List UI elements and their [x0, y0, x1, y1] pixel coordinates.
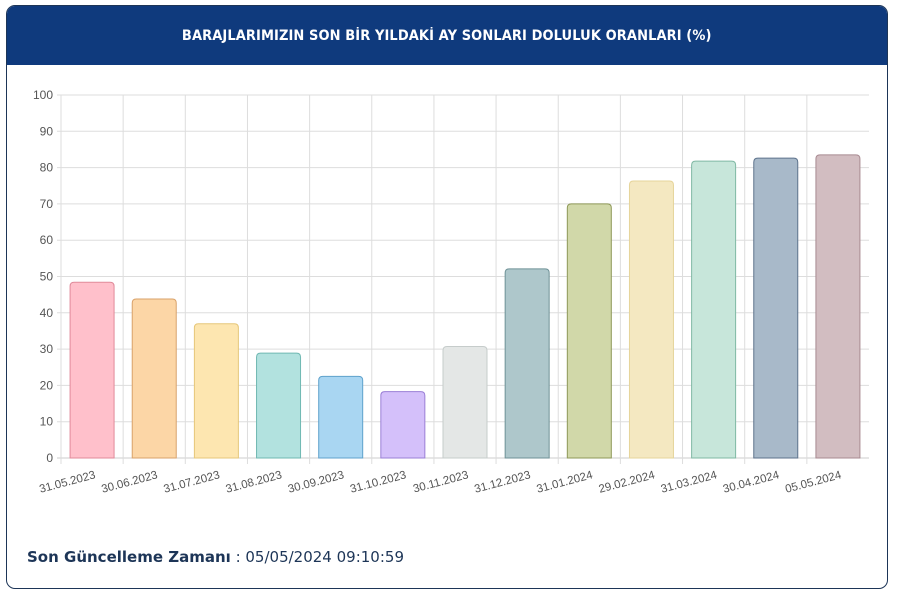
- last-update-separator: :: [230, 548, 246, 566]
- dam-occupancy-card: BARAJLARIMIZIN SON BİR YILDAKİ AY SONLAR…: [6, 5, 888, 589]
- last-update-label: Son Güncelleme Zamanı: [27, 548, 231, 566]
- last-update-value: 05/05/2024 09:10:59: [245, 548, 404, 566]
- last-update: Son Güncelleme Zamanı : 05/05/2024 09:10…: [27, 548, 404, 566]
- chart-title: BARAJLARIMIZIN SON BİR YILDAKİ AY SONLAR…: [182, 27, 712, 44]
- card-header: BARAJLARIMIZIN SON BİR YILDAKİ AY SONLAR…: [7, 6, 887, 65]
